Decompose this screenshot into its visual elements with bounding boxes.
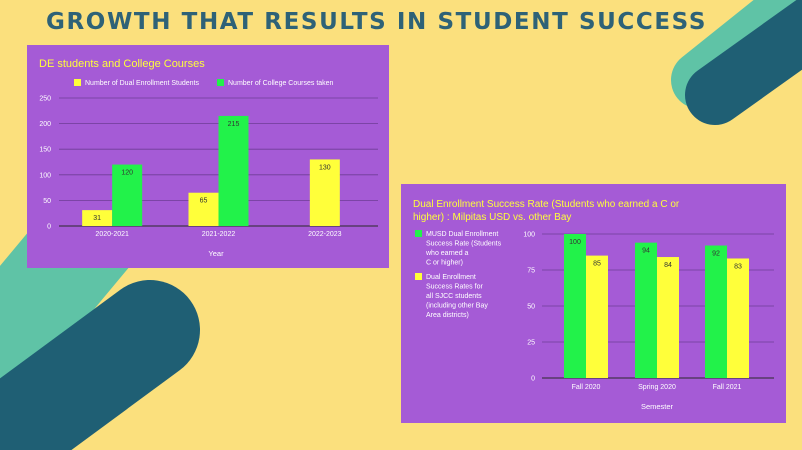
data-label: 85 bbox=[593, 261, 601, 268]
bar-number-of-dual-enrollment-students-2020-2021 bbox=[82, 210, 113, 226]
data-label: 130 bbox=[319, 164, 331, 171]
legend-label-college-courses: Number of College Courses taken bbox=[228, 80, 334, 87]
bar-musd-dual-enrollment-suc-fall-2020 bbox=[564, 234, 586, 378]
bar-dual-enrollment-success--fall-2020 bbox=[586, 255, 608, 378]
chart-panel-de-students: DE students and College Courses Number o… bbox=[27, 45, 389, 268]
chart-panel-success-rate: Dual Enrollment Success Rate (Students w… bbox=[401, 184, 786, 423]
x-tick-label: Spring 2020 bbox=[638, 384, 676, 391]
data-label: 84 bbox=[664, 262, 672, 269]
data-label: 92 bbox=[712, 251, 720, 258]
legend: Number of Dual Enrollment Students Numbe… bbox=[74, 79, 334, 87]
legend: MUSD Dual Enrollment Success Rate (Studen… bbox=[415, 230, 502, 319]
chart-title: DE students and College Courses bbox=[39, 58, 205, 70]
data-label: 31 bbox=[93, 215, 101, 222]
data-label: 100 bbox=[569, 239, 581, 246]
deco-pill-bottom-left-navy bbox=[0, 280, 200, 450]
data-label: 83 bbox=[734, 263, 742, 270]
bar-number-of-college-courses-taken-2020-2021 bbox=[112, 164, 143, 226]
data-label: 215 bbox=[228, 121, 240, 128]
page-title: GROWTH THAT RESULTS IN STUDENT SUCCESS bbox=[46, 9, 707, 35]
x-tick-label: 2022-2023 bbox=[308, 231, 342, 238]
bar-musd-dual-enrollment-suc-fall-2021 bbox=[705, 245, 727, 378]
bar-dual-enrollment-success--spring-2020 bbox=[657, 257, 679, 378]
y-tick-label: 50 bbox=[527, 304, 535, 311]
legend-swatch-sjcc bbox=[415, 273, 422, 280]
y-tick-label: 100 bbox=[39, 172, 51, 179]
bar-musd-dual-enrollment-suc-spring-2020 bbox=[635, 242, 657, 378]
bar-dual-enrollment-success--fall-2021 bbox=[727, 258, 749, 378]
x-tick-label: Fall 2021 bbox=[713, 384, 742, 391]
data-label: 94 bbox=[642, 248, 650, 255]
bar-number-of-college-courses-taken-2021-2022 bbox=[218, 115, 249, 226]
y-tick-label: 50 bbox=[43, 198, 51, 205]
x-tick-label: Fall 2020 bbox=[572, 384, 601, 391]
deco-pill-top-right-navy bbox=[685, 0, 802, 125]
x-axis-label: Semester bbox=[641, 402, 674, 411]
legend-label-dual-enrollment-students: Number of Dual Enrollment Students bbox=[85, 80, 199, 87]
legend-swatch-college-courses bbox=[217, 79, 224, 86]
data-label: 65 bbox=[200, 198, 208, 205]
chart-success-rate: Dual Enrollment Success Rate (Students w… bbox=[413, 199, 774, 411]
x-tick-label: 2021-2022 bbox=[202, 231, 236, 238]
bar-number-of-dual-enrollment-students-2021-2022 bbox=[188, 192, 219, 226]
x-axis-label: Year bbox=[208, 249, 224, 258]
y-tick-label: 0 bbox=[531, 376, 535, 383]
legend-label-musd: MUSD Dual Enrollment Success Rate (Studen… bbox=[425, 231, 502, 267]
y-tick-label: 0 bbox=[47, 224, 51, 231]
y-tick-label: 150 bbox=[39, 147, 51, 154]
y-tick-label: 250 bbox=[39, 96, 51, 103]
x-tick-label: 2020-2021 bbox=[95, 231, 129, 238]
legend-label-sjcc: Dual Enrollment Success Rates for all SJCC… bbox=[426, 274, 488, 319]
bar-number-of-dual-enrollment-students-2022-2023 bbox=[309, 159, 340, 226]
chart-title: Dual Enrollment Success Rate (Students w… bbox=[413, 199, 680, 223]
y-tick-label: 75 bbox=[527, 268, 535, 275]
y-tick-label: 25 bbox=[527, 340, 535, 347]
y-tick-label: 100 bbox=[523, 232, 535, 239]
legend-swatch-musd bbox=[415, 230, 422, 237]
data-label: 120 bbox=[121, 170, 133, 177]
legend-swatch-dual-enrollment-students bbox=[74, 79, 81, 86]
chart-de-students-courses: DE students and College Courses Number o… bbox=[39, 58, 378, 258]
y-tick-label: 200 bbox=[39, 121, 51, 128]
